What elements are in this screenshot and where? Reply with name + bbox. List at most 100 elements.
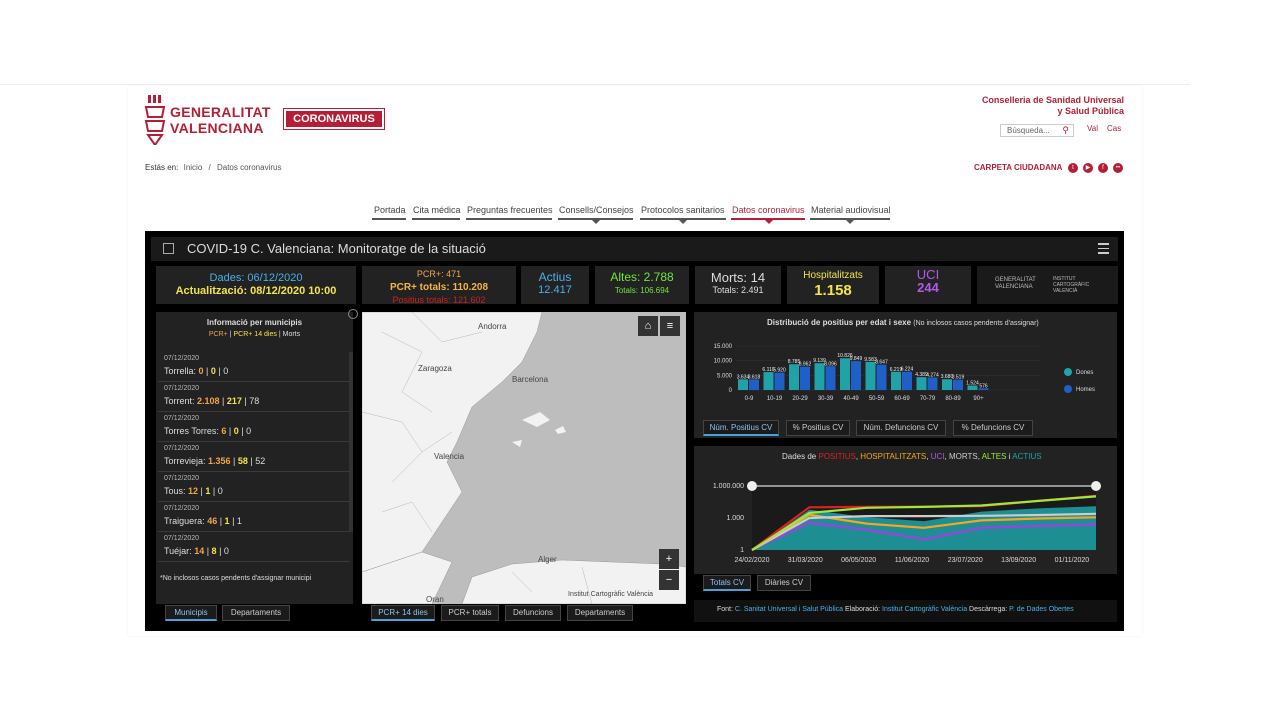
flickr-icon[interactable]: ••	[1113, 163, 1123, 173]
nav-material[interactable]: Material audiovisual	[811, 205, 891, 215]
youtube-icon[interactable]: ▶	[1083, 163, 1093, 173]
coronavirus-button[interactable]: CORONAVIRUS	[283, 108, 385, 130]
home-icon[interactable]: ⌂	[638, 316, 658, 336]
lang-cas-link[interactable]: Cas	[1107, 124, 1122, 133]
font-link[interactable]: C. Sanitat Universal i Salut Pública	[734, 606, 844, 613]
elab-link[interactable]: Institut Cartogràfic València	[882, 606, 968, 613]
breadcrumb-inicio[interactable]: Inicio	[183, 163, 203, 172]
search-icon[interactable]: ⚲	[1062, 125, 1069, 135]
bar-homes	[927, 377, 938, 390]
lang-val-link[interactable]: Val	[1087, 124, 1098, 133]
desc-link[interactable]: P. de Dades Obertes	[1009, 606, 1074, 613]
nav-preguntas[interactable]: Preguntas frecuentes	[467, 205, 553, 215]
municipi-name: Torrent:	[164, 396, 198, 406]
tab-totals-cv[interactable]: Totals CV	[703, 575, 751, 591]
conselleria-line-2: y Salud Pública	[1057, 106, 1124, 116]
tab-pcr14[interactable]: PCR+ 14 dies	[371, 605, 435, 621]
y-tick-label: 1.000.000	[713, 483, 744, 490]
facebook-icon[interactable]: f	[1098, 163, 1108, 173]
tab-departaments[interactable]: Departaments	[222, 605, 290, 621]
breadcrumb-current: Datos coronavirus	[216, 163, 282, 172]
x-tick-label: 50-59	[869, 396, 885, 402]
bar-dones	[840, 358, 850, 390]
tab-diaries-cv[interactable]: Diàries CV	[757, 575, 811, 591]
list-icon[interactable]: ≡	[660, 316, 680, 336]
tab-pct-positius[interactable]: % Positius CV	[786, 420, 850, 436]
twitter-icon[interactable]: t	[1068, 163, 1078, 173]
chevron-down-icon	[592, 220, 600, 224]
list-item-date: 07/12/2020	[164, 445, 200, 452]
city-label: Valencia	[434, 452, 465, 461]
data-label: 5.920	[773, 368, 786, 374]
bar-dones	[789, 364, 799, 390]
generalitat-logo[interactable]: GENERALITAT VALENCIANA	[144, 95, 274, 145]
bar-dones	[763, 372, 774, 390]
list-item-values: Traiguera: 46 | 1 | 1	[164, 516, 242, 526]
tab-num-defuncions[interactable]: Núm. Defuncions CV	[856, 420, 946, 436]
list-item[interactable]: 07/12/2020 Tuéjar: 14 | 8 | 0	[158, 532, 350, 562]
list-item-date: 07/12/2020	[164, 385, 200, 392]
altes-totals: Totals: 106.694	[614, 286, 670, 295]
sep: |	[229, 516, 237, 526]
x-tick-label: 24/02/2020	[734, 557, 769, 564]
nav-cita-medica[interactable]: Cita médica	[413, 205, 461, 215]
scrollbar[interactable]	[349, 352, 353, 532]
list-item[interactable]: 07/12/2020 Tous: 12 | 1 | 0	[158, 472, 350, 502]
morts-value: 52	[255, 456, 266, 466]
menu-icon[interactable]	[1098, 243, 1109, 257]
tab-num-positius[interactable]: Núm. Positius CV	[703, 420, 779, 436]
conselleria-title[interactable]: Conselleria de Sanidad Universal y Salud…	[904, 95, 1124, 117]
list-item[interactable]: 07/12/2020 Torrella: 0 | 0 | 0	[158, 352, 350, 382]
list-item[interactable]: 07/12/2020 Traiguera: 46 | 1 | 1	[158, 502, 350, 532]
zoom-in-button[interactable]: +	[659, 549, 679, 569]
pcr-value: 0	[198, 366, 204, 376]
nav-protocolos[interactable]: Protocolos sanitarios	[641, 205, 725, 215]
trend-i: i	[1008, 452, 1011, 461]
list-item[interactable]: 07/12/2020 Torrent: 2.108 | 217 | 78	[158, 382, 350, 412]
search-input[interactable]: Búsqueda... ⚲	[1000, 124, 1074, 137]
nav-portada[interactable]: Portada	[374, 205, 406, 215]
hosp-value: 1.158	[814, 282, 852, 299]
x-tick-label: 30-39	[818, 396, 834, 402]
morts-value: 0	[246, 426, 252, 436]
update-date: Actualització: 08/12/2020 10:00	[175, 285, 337, 297]
tab-pcr-totals[interactable]: PCR+ totals	[441, 605, 499, 621]
carpeta-ciudadana-link[interactable]: CARPETA CIUDADANA	[974, 163, 1063, 172]
bar-homes	[749, 379, 759, 390]
tab-departaments-map[interactable]: Departaments	[567, 605, 633, 621]
line-hospitalitzats	[751, 513, 1097, 551]
pcr-value: 12	[188, 486, 199, 496]
legend-swatch	[1064, 368, 1072, 376]
pcr14-value: 0	[233, 426, 239, 436]
trend-actius: ACTIUS	[1012, 452, 1042, 461]
chevron-down-icon	[846, 220, 854, 224]
list-item-date: 07/12/2020	[164, 355, 200, 362]
logo-line-1: GENERALITAT	[170, 104, 271, 120]
bar-dones	[865, 361, 876, 390]
zoom-out-button[interactable]: −	[659, 570, 679, 590]
data-label: 3.680	[941, 374, 954, 380]
list-item[interactable]: 07/12/2020 Torrevieja: 1.356 | 58 | 52	[158, 442, 350, 472]
list-item-date: 07/12/2020	[164, 415, 200, 422]
generalitat-logo-text: GENERALITAT VALENCIANA	[170, 104, 271, 136]
morts-value: 78	[249, 396, 260, 406]
x-tick-label: 06/05/2020	[841, 557, 876, 564]
tab-municipis[interactable]: Municipis	[165, 605, 217, 621]
info-icon[interactable]	[348, 309, 358, 319]
nav-datos-coronavirus[interactable]: Datos coronavirus	[732, 205, 805, 215]
tab-defuncions[interactable]: Defuncions	[505, 605, 561, 621]
map-view[interactable]: Andorra Zaragoza Barcelona Valencia Alge…	[362, 312, 686, 604]
map-attribution: Institut Cartogràfic València	[568, 591, 654, 598]
list-item[interactable]: 07/12/2020 Torres Torres: 6 | 0 | 0	[158, 412, 350, 442]
sep: ,	[926, 452, 929, 461]
tab-pct-defuncions[interactable]: % Defuncions CV	[953, 420, 1033, 436]
morts-value: 0	[223, 546, 229, 556]
city-label: Barcelona	[512, 375, 549, 384]
line-morts	[751, 512, 1097, 551]
nav-consells[interactable]: Consells/Consejos	[559, 205, 634, 215]
municipi-name: Tous:	[164, 486, 189, 496]
bar-homes	[953, 379, 963, 390]
sep: |	[198, 486, 206, 496]
pcr-value: 2.108	[197, 396, 220, 406]
